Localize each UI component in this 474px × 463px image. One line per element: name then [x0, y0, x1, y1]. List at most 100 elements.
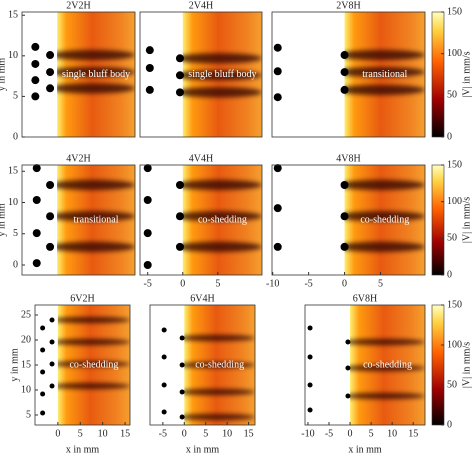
x-tick-label: 0: [55, 428, 60, 439]
cylinder: [143, 229, 152, 238]
cylinder: [273, 93, 282, 102]
cylinder: [175, 181, 184, 189]
cylinder: [32, 229, 41, 238]
cylinder: [273, 164, 282, 173]
wake: [344, 241, 425, 253]
panel: 6V2H co-shedding 0 5 10 15 5 10 15 20 25 y in mm x i…: [9, 293, 131, 455]
x-tick-label: 15: [120, 428, 130, 439]
panel-title: 6V2H: [70, 293, 94, 304]
cylinder: [340, 51, 349, 60]
wake: [182, 53, 262, 64]
cylinder: [307, 325, 313, 331]
y-tick-label: 20: [21, 334, 31, 345]
wake: [57, 211, 135, 222]
x-tick-label: 10: [222, 428, 232, 439]
wake: [182, 211, 262, 222]
wake: [184, 334, 255, 342]
cylinder: [179, 414, 185, 420]
wake: [344, 66, 425, 78]
y-tick-label: 10: [8, 197, 18, 208]
panel: 4V4H co-shedding -5 0 5: [139, 153, 263, 289]
wake: [57, 382, 130, 390]
cylinder: [46, 51, 55, 60]
panel-title: 6V8H: [353, 293, 377, 304]
wake: [344, 211, 425, 222]
colorbar-tick-label: 0: [447, 419, 452, 430]
cylinder: [345, 339, 351, 345]
plot-frame: [271, 11, 426, 138]
wake: [57, 66, 135, 78]
cylinder: [161, 382, 167, 388]
wake: [182, 241, 262, 253]
annotation: transitional: [362, 69, 407, 80]
wakes: [57, 179, 135, 253]
cylinder: [32, 196, 41, 204]
x-tick-label: -10: [301, 428, 314, 439]
cylinder: [161, 354, 167, 360]
cylinder: [46, 181, 55, 189]
colorbar-tick-label: 100: [447, 196, 462, 207]
annotation: co-shedding: [360, 214, 409, 225]
cylinder: [143, 164, 152, 173]
wake: [184, 413, 255, 421]
wake: [57, 338, 130, 346]
panel-title: 2V2H: [66, 0, 90, 11]
annotation: co-shedding: [69, 359, 118, 370]
colorbar: [431, 164, 445, 276]
plot-frame: [139, 11, 263, 138]
x-tick-label: -5: [144, 278, 152, 289]
wake: [344, 179, 425, 191]
wake: [184, 361, 255, 369]
colorbar-tick-label: 150: [447, 299, 462, 310]
panel-title: 6V4H: [190, 293, 214, 304]
cylinder: [340, 181, 349, 189]
wake: [57, 241, 135, 253]
y-axis-label: y in mm: [0, 58, 7, 92]
cylinder: [46, 68, 55, 77]
annotation: single bluff body: [188, 69, 256, 80]
panel-title: 4V4H: [189, 153, 213, 164]
x-tick-label: 5: [215, 278, 220, 289]
cylinder: [340, 68, 349, 77]
panel: 2V2H single bluff body 0 5 10 15 y in mm: [0, 0, 136, 142]
cylinder: [175, 54, 184, 63]
y-tick-label: 5: [13, 228, 18, 239]
cylinder: [31, 42, 40, 51]
y-tick-label: 10: [21, 384, 31, 395]
cylinder: [273, 204, 282, 213]
cylinder: [46, 242, 55, 251]
x-tick-label: 0: [342, 278, 347, 289]
x-tick-label: 0: [182, 428, 187, 439]
colorbar: [431, 11, 445, 138]
y-axis-label: y in mm: [9, 348, 20, 382]
colorbar-tick-label: 150: [447, 6, 462, 17]
wakes: [57, 316, 130, 390]
cylinder: [345, 393, 351, 399]
y-tick-label: 0: [13, 131, 18, 142]
plot-frame: [149, 304, 256, 426]
cylinder: [143, 196, 152, 204]
colorbar-tick-label: 0: [447, 131, 452, 142]
wake: [182, 179, 262, 191]
y-tick-label: 15: [8, 166, 18, 177]
cylinder: [273, 43, 282, 52]
cylinder: [49, 383, 55, 389]
wakes: [184, 334, 255, 421]
x-tick-label: 10: [387, 428, 397, 439]
x-tick-label: 5: [378, 278, 383, 289]
cylinder: [31, 92, 40, 101]
wake: [57, 83, 135, 94]
cylinder: [307, 382, 313, 388]
y-axis-label: y in mm: [0, 203, 7, 237]
cylinder: [179, 362, 185, 368]
cylinder: [179, 389, 185, 395]
colorbar-label: |V| in mm/s: [461, 51, 472, 97]
plot-frame: [304, 304, 426, 426]
cylinder: [340, 212, 349, 221]
panel-title: 2V4H: [189, 0, 213, 11]
wakes: [344, 179, 425, 253]
x-tick-label: 5: [203, 428, 208, 439]
x-tick-label: 15: [408, 428, 418, 439]
cylinder: [273, 67, 282, 76]
